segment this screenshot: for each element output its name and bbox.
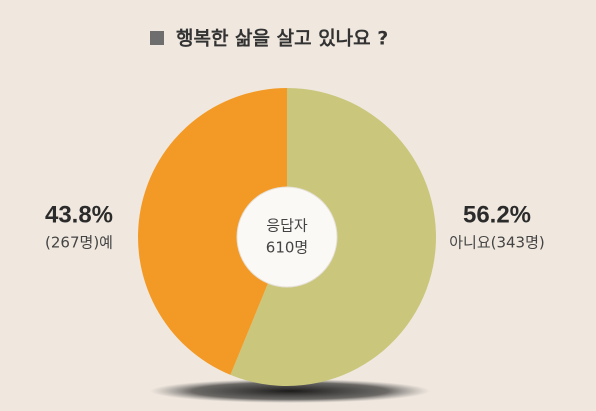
pie-slice	[137, 88, 287, 375]
center-label: 610명	[266, 239, 308, 257]
center-hole	[236, 186, 338, 288]
shadow	[150, 379, 430, 403]
chart-title: 행복한 삶을 살고 있나요 ?	[176, 28, 388, 50]
category-label: (267명)예	[45, 234, 113, 252]
category-label: 아니요(343명)	[449, 234, 545, 252]
value-label: 56.2%	[463, 201, 531, 228]
value-label: 43.8%	[45, 201, 113, 228]
title-marker	[150, 31, 164, 45]
center-label: 응답자	[266, 217, 308, 235]
